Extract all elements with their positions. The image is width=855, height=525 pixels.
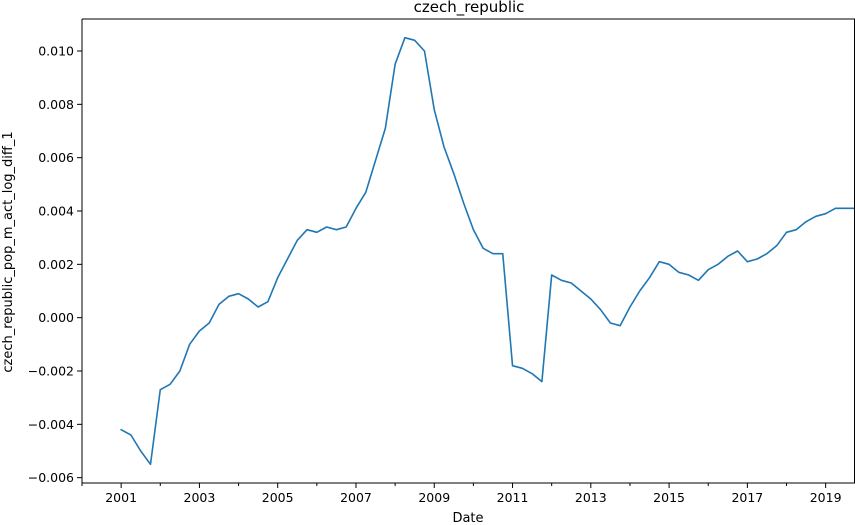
y-tick-label: −0.002 — [28, 364, 74, 379]
x-tick-label: 2015 — [653, 490, 685, 505]
x-tick-label: 2001 — [105, 490, 137, 505]
x-tick-label: 2005 — [262, 490, 294, 505]
axes-frame — [81, 18, 855, 484]
y-tick-label: 0.006 — [38, 150, 74, 165]
series-line — [120, 36, 855, 466]
x-tick-label: 2013 — [575, 490, 607, 505]
x-tick-label: 2007 — [340, 490, 372, 505]
x-axis-title: Date — [452, 511, 483, 525]
y-tick-label: −0.004 — [28, 417, 74, 432]
y-axis-ticks: −0.006 −0.004 −0.002 0.000 0.002 0.004 0.006 0.… — [28, 44, 82, 485]
x-tick-label: 2009 — [418, 490, 450, 505]
y-tick-label: 0.008 — [38, 97, 74, 112]
x-axis-ticks: 2001 2003 2005 2007 2009 2011 2013 2015 2017 2019 — [81, 483, 842, 505]
y-tick-label: 0.000 — [38, 310, 74, 325]
y-tick-label: 0.004 — [38, 204, 74, 219]
x-tick-label: 2019 — [810, 490, 842, 505]
y-tick-label: 0.002 — [38, 257, 74, 272]
y-tick-label: 0.010 — [38, 44, 74, 59]
x-tick-label: 2017 — [731, 490, 763, 505]
y-tick-label: −0.006 — [28, 470, 74, 485]
x-tick-label: 2003 — [184, 490, 216, 505]
plot-area — [120, 36, 855, 466]
chart-title: czech_republic — [414, 0, 525, 17]
y-axis-title: czech_republic_pop_m_act_log_diff_1 — [1, 131, 16, 372]
x-tick-label: 2011 — [497, 490, 529, 505]
